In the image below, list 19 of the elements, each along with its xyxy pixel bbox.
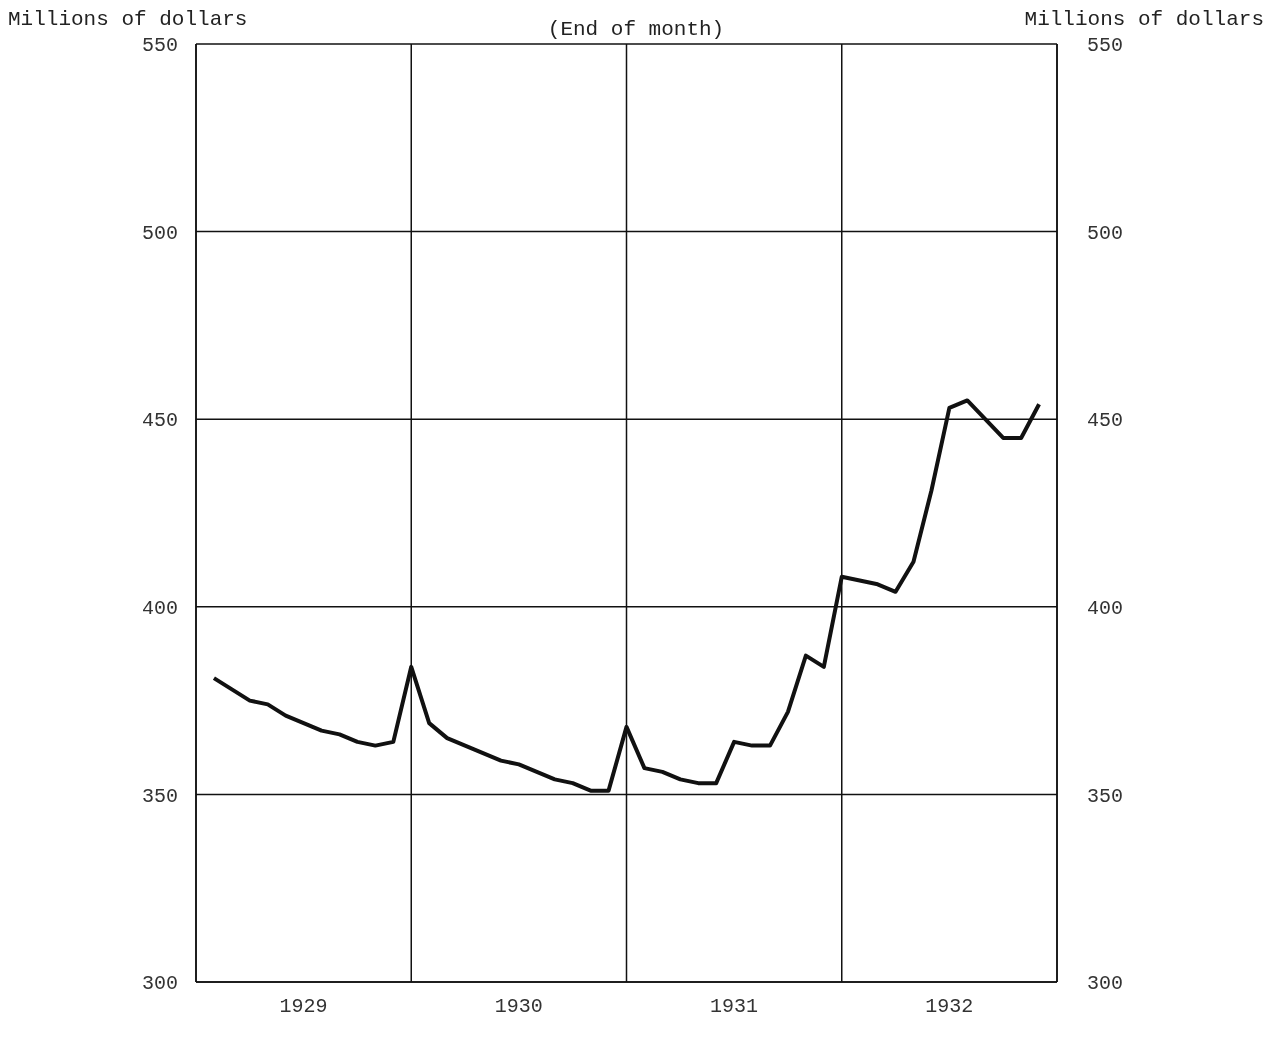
y2-axis-title: Millions of dollars (1024, 8, 1264, 31)
y-tick-label: 500 (141, 221, 178, 245)
x-tick-label: 1931 (710, 995, 759, 1019)
x-tick-label: 1930 (494, 995, 543, 1019)
y-tick-label: 400 (141, 596, 178, 620)
y-axis-title: Millions of dollars (8, 8, 248, 31)
y2-tick-label: 400 (1087, 596, 1124, 620)
x-tick-label: 1929 (279, 995, 328, 1019)
y2-tick-label: 550 (1087, 34, 1124, 58)
y2-tick-label: 350 (1087, 784, 1124, 808)
y-tick-label: 350 (141, 784, 178, 808)
y2-tick-label: 500 (1087, 221, 1124, 245)
y-tick-label: 550 (141, 34, 178, 58)
y-tick-label: 450 (141, 409, 178, 433)
y-tick-label: 300 (141, 972, 178, 996)
x-tick-label: 1932 (925, 995, 974, 1019)
y2-tick-label: 450 (1087, 409, 1124, 433)
chart-subtitle: (End of month) (547, 18, 725, 41)
y2-tick-label: 300 (1087, 972, 1124, 996)
